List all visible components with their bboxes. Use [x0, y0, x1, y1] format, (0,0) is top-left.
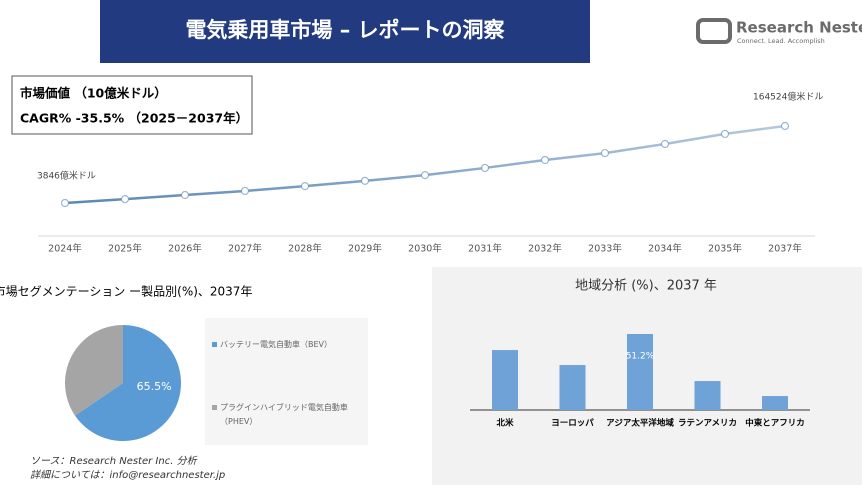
value-label: 51.2%: [626, 352, 655, 362]
x-tick-label: 2035年: [708, 243, 742, 255]
pie-slice: [65, 325, 123, 416]
legend-label: プラグインハイブリッド電気自動車（PHEV）: [220, 403, 348, 426]
value-label: 65.5%: [137, 380, 172, 393]
marker: [180, 190, 190, 200]
info-line: CAGR% -35.5% （2025－2037年）: [20, 111, 248, 126]
legend-bg: [205, 318, 368, 445]
x-tick-label: 中東とアフリカ: [745, 418, 805, 429]
line: [64, 124, 786, 205]
x-tick-label: 2027年: [228, 243, 262, 255]
info-box: [11, 75, 253, 135]
marker: [420, 171, 430, 180]
x-tick-label: アジア太平洋地域: [606, 418, 674, 429]
marker: [360, 176, 370, 185]
marker: [120, 194, 130, 204]
legend-swatch: [212, 342, 217, 347]
pie-slice: [75, 325, 181, 441]
bar: [559, 365, 586, 410]
bar: [694, 381, 721, 410]
legend-item: バッテリー電気自動車（BEV）: [220, 340, 333, 349]
marker: [600, 148, 610, 158]
value-label: 3846億米ドル: [37, 170, 96, 182]
bar-title: 地域分析 (%)、2037 年: [575, 279, 717, 294]
x-tick-label: ヨーロッパ: [551, 418, 594, 429]
footer-source: ソース：Research Nester Inc. 分析: [30, 455, 198, 467]
x-tick-label: 2037年: [768, 243, 802, 255]
footer-details: 詳細については：info@researchnester.jp: [30, 469, 225, 481]
bar: [492, 350, 518, 410]
logo: Research Nester Connect. Lead. Accomplis…: [696, 18, 862, 45]
legend-swatch: [212, 405, 217, 410]
marker: [300, 182, 310, 191]
info-line: 市場価値 （10億米ドル）: [20, 86, 167, 101]
x-tick-label: 北米: [496, 418, 514, 429]
x-tick-label: 2033年: [588, 243, 622, 255]
marker: [240, 186, 250, 196]
marker: [540, 155, 550, 165]
logo-tagline: Connect. Lead. Accomplish: [737, 37, 825, 45]
legend-label: バッテリー電気自動車（BEV）: [220, 340, 333, 349]
x-tick-label: 2024年: [48, 243, 82, 255]
x-tick-label: ラテンアメリカ: [678, 419, 737, 429]
marker: [480, 163, 490, 173]
marker: [60, 198, 70, 208]
legend-item: プラグインハイブリッド電気自動車（PHEV）: [220, 403, 348, 426]
bar: [762, 396, 788, 410]
x-tick-label: 2025年: [108, 243, 142, 255]
bar: [627, 334, 653, 410]
x-tick-label: 2034年: [648, 243, 682, 255]
value-label: 164524億米ドル: [753, 91, 823, 103]
pie-title: 市場セグメンテーション ー製品別(%)、2037年: [0, 284, 252, 299]
header-title: 電気乗用車市場 – レポートの洞察: [185, 18, 505, 42]
marker: [660, 139, 670, 149]
logo-name: Research Nester: [736, 19, 862, 37]
x-tick-label: 2028年: [288, 243, 322, 255]
x-tick-label: 2030年: [408, 243, 442, 255]
x-tick-label: 2026年: [168, 243, 202, 255]
x-tick-label: 2032年: [528, 243, 562, 255]
marker: [720, 129, 730, 139]
x-tick-label: 2029年: [348, 243, 382, 255]
marker: [780, 121, 790, 131]
x-tick-label: 2031年: [468, 243, 502, 255]
header-band: [100, 0, 590, 63]
